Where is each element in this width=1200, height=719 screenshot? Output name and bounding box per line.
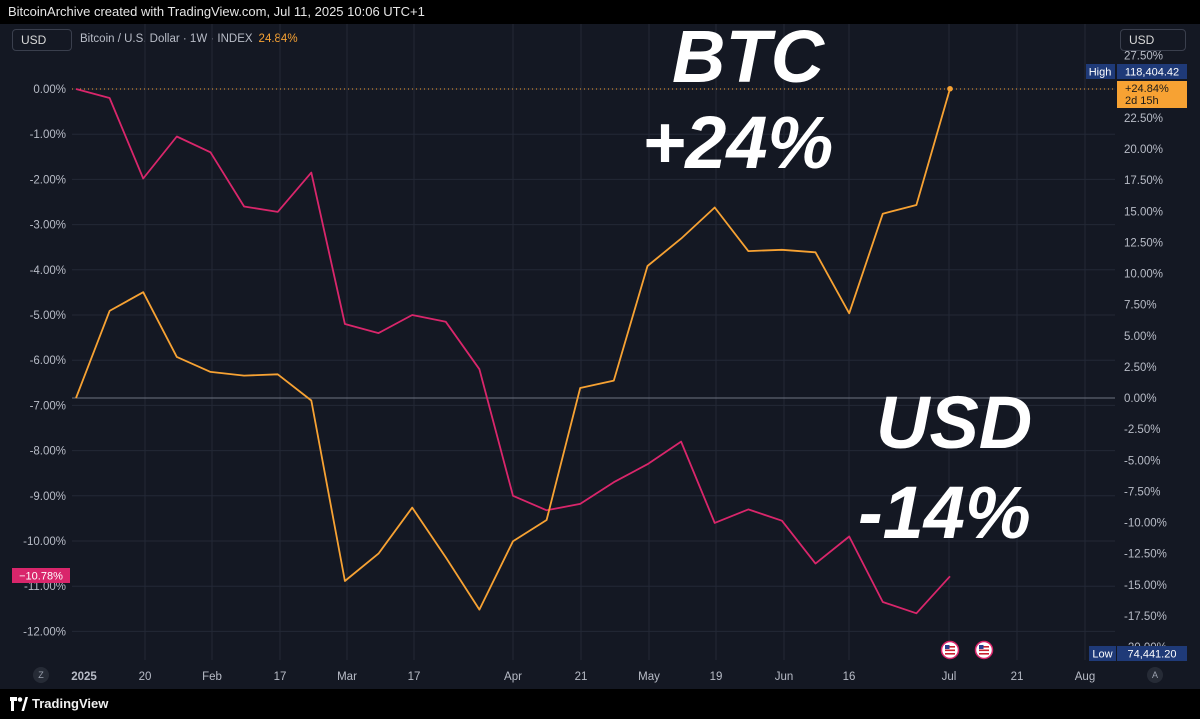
us-flag-canton — [979, 645, 984, 649]
x-axis-tick-label: 2025 — [71, 671, 97, 683]
left-currency-button[interactable]: USD — [12, 29, 72, 51]
symbol-change: 24.84% — [258, 33, 298, 45]
right-axis-tick-label: -17.50% — [1124, 611, 1167, 623]
left-axis-tick-label: -2.00% — [30, 174, 66, 186]
right-axis-tick-label: -10.00% — [1124, 518, 1167, 530]
x-axis-tick-label: May — [638, 671, 660, 683]
x-axis-tick-label: 21 — [1011, 671, 1024, 683]
btc-countdown: 2d 15h — [1125, 95, 1159, 107]
usd-annotation-change: -14% — [858, 471, 1031, 554]
high-label-box — [1086, 64, 1115, 79]
x-axis-tick-label: 17 — [408, 671, 421, 683]
grid-lines — [72, 24, 1115, 660]
high-value-box — [1117, 64, 1187, 79]
right-currency-button[interactable]: USD — [1120, 29, 1186, 51]
us-flag-stripe — [979, 646, 989, 648]
usd-series-line — [75, 88, 951, 615]
left-axis-tick-label: -5.00% — [30, 310, 66, 322]
x-axis-tick-label: Jun — [775, 671, 794, 683]
left-axis-tick-label: -11.00% — [24, 581, 66, 593]
btc-current-badge — [1117, 81, 1187, 108]
usd-annotation-title: USD — [876, 381, 1033, 464]
right-axis-tick-label: 5.00% — [1124, 331, 1157, 343]
symbol-name: Bitcoin / U.S. Dollar · 1W · INDEX — [80, 33, 253, 45]
right-axis-tick-label: 27.50% — [1124, 51, 1163, 63]
left-axis-tick-label: 0.00% — [33, 84, 66, 96]
left-axis-tick-label: -12.00% — [23, 626, 66, 638]
x-axis-tick-label: 16 — [843, 671, 856, 683]
btc-series-line — [75, 88, 951, 611]
low-label: Low — [1092, 649, 1112, 661]
tradingview-brand[interactable]: TradingView — [32, 696, 109, 711]
high-value: 118,404.42 — [1125, 67, 1179, 79]
x-axis-tick-label: Mar — [337, 671, 357, 683]
left-axis-tick-label: -7.00% — [30, 400, 66, 412]
x-axis-tick-label: 21 — [575, 671, 588, 683]
btc-current-value: +24.84% — [1125, 83, 1169, 95]
x-axis-tick-label: Apr — [504, 671, 522, 683]
symbol-legend[interactable]: Bitcoin / U.S. Dollar · 1W · INDEX 24.84% — [80, 33, 298, 45]
left-axis-tick-label: -8.00% — [30, 446, 66, 458]
left-axis-tick-label: -3.00% — [30, 220, 66, 232]
right-axis-tick-label: 15.00% — [1124, 206, 1163, 218]
tradingview-logo-icon — [10, 697, 28, 711]
x-axis-tick-label: Jul — [942, 671, 957, 683]
right-axis-tick-label: 10.00% — [1124, 269, 1163, 281]
auto-scale-button[interactable]: A — [1147, 667, 1163, 683]
series-lines — [75, 88, 951, 615]
attribution-text: BitcoinArchive created with TradingView.… — [8, 4, 425, 19]
left-axis-tick-label: -9.00% — [30, 491, 66, 503]
right-axis-tick-label: -12.50% — [1124, 549, 1167, 561]
chart-area[interactable] — [0, 24, 1200, 689]
usd-current-badge — [12, 568, 70, 583]
x-axis-tick-label: 19 — [710, 671, 723, 683]
price-markers: High 118,404.42 +24.84%2d 15h Low 74,441.20 −… — [12, 64, 1187, 661]
left-axis-tick-label: -10.00% — [23, 536, 66, 548]
right-axis-tick-label: -5.00% — [1124, 455, 1160, 467]
right-axis-tick-label: -2.50% — [1124, 424, 1160, 436]
low-value-box — [1117, 646, 1187, 661]
us-flag-stripe — [979, 649, 989, 652]
x-axis-tick-label: Feb — [202, 671, 222, 683]
right-axis-tick-label: 17.50% — [1124, 175, 1163, 187]
us-flag-stripe — [979, 653, 989, 655]
right-axis-tick-label: 22.50% — [1124, 113, 1163, 125]
btc-annotation-change: +24% — [642, 101, 834, 184]
us-flag-stripe — [945, 649, 955, 652]
axis-labels: 0.00% -1.00% -2.00% -3.00% -4.00% -5.00% -6.00… — [23, 51, 1167, 683]
high-label: High — [1089, 67, 1112, 79]
right-axis-tick-label: 12.50% — [1124, 237, 1163, 249]
x-axis-tick-label: 20 — [139, 671, 152, 683]
right-axis-tick-label: 7.50% — [1124, 300, 1157, 312]
us-flag-canton — [945, 645, 950, 649]
left-axis-tick-label: -1.00% — [30, 129, 66, 141]
right-axis-tick-label: -7.50% — [1124, 486, 1160, 498]
low-value: 74,441.20 — [1128, 649, 1177, 661]
left-axis-tick-label: -6.00% — [30, 355, 66, 367]
right-axis-tick-label: -15.00% — [1124, 580, 1167, 592]
zoom-toggle-button[interactable]: Z — [33, 667, 49, 683]
left-axis-tick-label: -4.00% — [30, 265, 66, 277]
right-axis-tick-label: 20.00% — [1124, 144, 1163, 156]
low-label-box — [1089, 646, 1116, 661]
x-axis-tick-label: 17 — [274, 671, 287, 683]
right-axis-tick-label: 2.50% — [1124, 362, 1157, 374]
us-flag-stripe — [945, 646, 955, 648]
us-flag-stripe — [945, 653, 955, 655]
usd-current-value: −10.78% — [19, 571, 63, 583]
btc-last-point — [947, 85, 953, 92]
footer-bar: TradingView — [0, 689, 1200, 719]
right-axis-tick-label: 0.00% — [1124, 393, 1157, 405]
btc-annotation-title: BTC — [672, 15, 825, 98]
x-axis-tick-label: Aug — [1075, 671, 1095, 683]
